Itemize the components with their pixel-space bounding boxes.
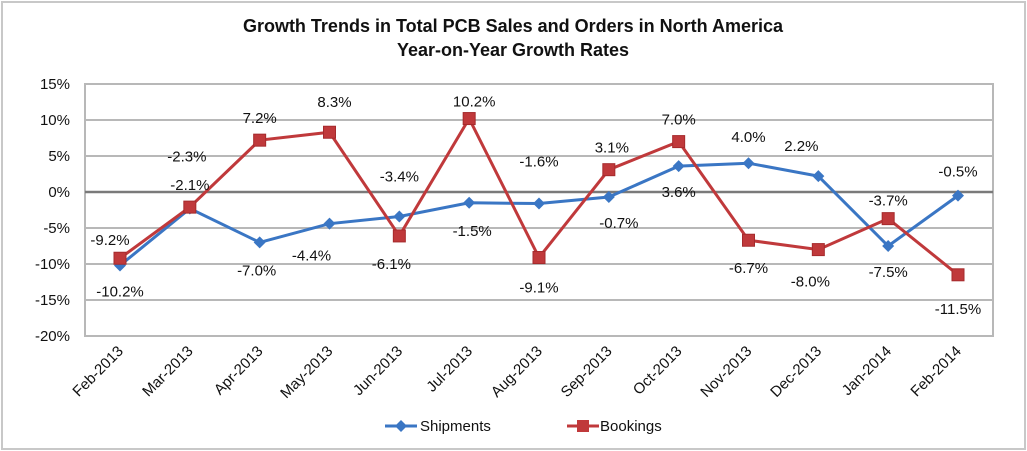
- shipments-marker: [672, 160, 685, 173]
- bookings-marker: [881, 212, 895, 226]
- shipments-data-label: 3.6%: [662, 184, 696, 201]
- bookings-data-label: -11.5%: [935, 301, 981, 318]
- x-tick-label: Sep-2013: [558, 343, 616, 401]
- bookings-marker: [602, 163, 616, 177]
- shipments-data-label: -0.5%: [938, 164, 977, 181]
- shipments-marker: [952, 189, 964, 202]
- shipments-marker: [463, 196, 476, 209]
- x-tick-label: Apr-2013: [211, 343, 267, 399]
- plot-area-border: [84, 83, 994, 337]
- bookings-data-label: -2.1%: [170, 177, 209, 194]
- bookings-data-label: -6.7%: [729, 260, 768, 277]
- shipments-data-label: -10.2%: [96, 283, 144, 300]
- bookings-data-label: -3.7%: [869, 193, 908, 210]
- x-tick-label: Oct-2013: [630, 343, 686, 399]
- legend-label-bookings: Bookings: [600, 418, 662, 435]
- bookings-data-label: 3.1%: [595, 140, 629, 157]
- bookings-data-label: -9.1%: [519, 280, 558, 297]
- bookings-marker: [253, 133, 267, 147]
- series-group: [113, 112, 965, 282]
- shipments-data-label: 4.0%: [731, 129, 765, 146]
- y-tick-label: -20%: [35, 328, 70, 345]
- shipments-marker: [253, 236, 266, 249]
- bookings-marker: [462, 112, 476, 126]
- y-tick-label: 0%: [48, 184, 70, 201]
- y-tick-label: -10%: [35, 256, 70, 273]
- x-tick-label: May-2013: [277, 343, 336, 402]
- series-line-shipments: [119, 161, 959, 267]
- y-tick-label: 15%: [40, 76, 70, 93]
- x-tick-label: Feb-2014: [907, 343, 964, 400]
- shipments-marker: [742, 157, 755, 170]
- x-tick-label: Mar-2013: [139, 343, 196, 400]
- shipments-data-label: -1.5%: [453, 223, 492, 240]
- shipments-marker: [393, 210, 406, 223]
- bookings-marker: [323, 125, 336, 139]
- bookings-marker: [532, 251, 546, 265]
- bookings-data-label: 8.3%: [317, 94, 351, 111]
- bookings-data-label: 10.2%: [453, 94, 496, 111]
- bookings-marker: [811, 243, 825, 257]
- bookings-marker: [742, 233, 755, 247]
- shipments-data-label: -1.6%: [519, 154, 558, 171]
- shipments-marker: [602, 191, 615, 204]
- bookings-marker: [672, 135, 686, 149]
- shipments-marker: [882, 240, 895, 252]
- bookings-data-label: -9.2%: [90, 232, 129, 249]
- bookings-data-label: 7.2%: [243, 110, 277, 127]
- gridlines: [84, 83, 994, 337]
- shipments-marker: [533, 197, 545, 210]
- legend-diamond-marker-icon: [395, 420, 407, 432]
- y-axis-ticks: 15% 10% 5% 0% -5% -10% -15% -20%: [35, 76, 70, 345]
- legend-label-shipments: Shipments: [420, 418, 491, 435]
- x-axis-ticks: Feb-2013 Mar-2013 Apr-2013 May-2013 Jun-2013…: [69, 343, 964, 402]
- shipments-data-label: -4.4%: [292, 248, 331, 265]
- shipments-data-label: -7.5%: [869, 264, 908, 281]
- shipments-marker: [323, 217, 336, 230]
- y-tick-label: -15%: [35, 292, 70, 309]
- shipments-data-label: -0.7%: [599, 215, 638, 232]
- bookings-marker: [951, 268, 965, 282]
- bookings-marker: [392, 229, 406, 243]
- shipments-data-label: -2.3%: [167, 149, 206, 166]
- bookings-data-label: -6.1%: [372, 256, 411, 273]
- x-tick-label: Nov-2013: [697, 343, 755, 401]
- x-tick-label: Aug-2013: [488, 343, 546, 401]
- shipments-data-label: 2.2%: [784, 138, 818, 155]
- bookings-data-label: -8.0%: [791, 274, 830, 291]
- x-tick-label: Jun-2013: [350, 343, 406, 399]
- y-tick-label: 10%: [40, 112, 70, 129]
- data-labels: -10.2% -2.3% -7.0% -4.4% -3.4% -1.5% -1.6% -0.7…: [90, 94, 981, 318]
- chart-subtitle: Year-on-Year Growth Rates: [397, 40, 629, 60]
- bookings-marker: [183, 200, 197, 214]
- chart-title: Growth Trends in Total PCB Sales and Ord…: [243, 16, 784, 36]
- shipments-data-label: -3.4%: [380, 168, 419, 185]
- bookings-marker: [113, 251, 127, 265]
- x-tick-label: Dec-2013: [767, 343, 825, 401]
- y-tick-label: 5%: [48, 148, 70, 165]
- x-tick-label: Jul-2013: [423, 343, 476, 396]
- x-tick-label: Jan-2014: [839, 343, 895, 399]
- shipments-marker: [812, 170, 825, 183]
- bookings-data-label: 7.0%: [662, 112, 696, 129]
- x-tick-label: Feb-2013: [69, 343, 126, 400]
- legend-square-marker-icon: [577, 420, 589, 432]
- y-tick-label: -5%: [43, 220, 70, 237]
- legend: Shipments Bookings: [385, 418, 662, 435]
- shipments-data-label: -7.0%: [237, 262, 276, 279]
